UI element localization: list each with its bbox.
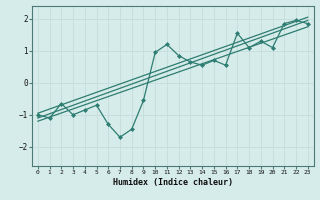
X-axis label: Humidex (Indice chaleur): Humidex (Indice chaleur): [113, 178, 233, 187]
